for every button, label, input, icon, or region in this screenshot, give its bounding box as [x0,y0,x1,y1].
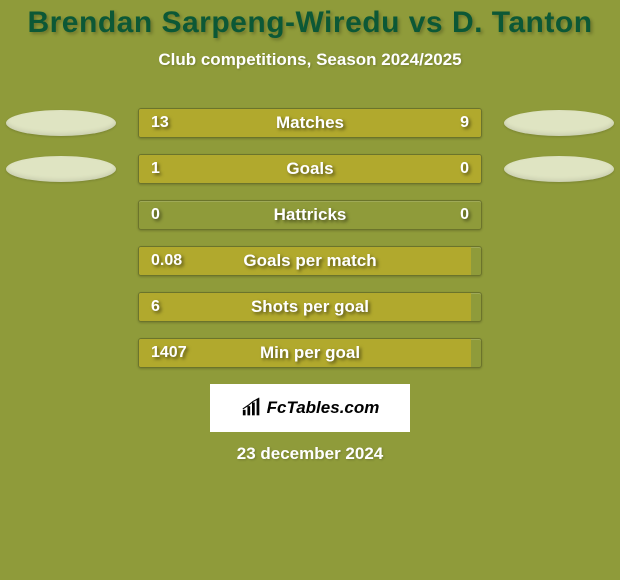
stat-label: Shots per goal [251,297,369,317]
stat-value-left: 13 [151,114,169,132]
player-right-ellipse [504,156,614,182]
stat-row: 6 Shots per goal [0,292,620,322]
stat-bar: 6 Shots per goal [138,292,482,322]
stat-value-left: 0 [151,206,160,224]
player-left-ellipse [6,156,116,182]
stat-value-left: 6 [151,298,160,316]
player-right-ellipse [504,110,614,136]
stat-bar: 0.08 Goals per match [138,246,482,276]
page-title: Brendan Sarpeng-Wiredu vs D. Tanton [0,6,620,40]
stat-label: Min per goal [260,343,360,363]
stats-list: 13 Matches 9 1 Goals 0 0 Hattricks 0 0.08 Goals pe… [0,108,620,368]
page-subtitle: Club competitions, Season 2024/2025 [0,50,620,70]
stat-bar: 13 Matches 9 [138,108,482,138]
stat-row: 0 Hattricks 0 [0,200,620,230]
chart-icon [241,397,263,419]
stat-label: Goals [286,159,333,179]
player-left-ellipse [6,110,116,136]
stat-row: 13 Matches 9 [0,108,620,138]
stat-row: 0.08 Goals per match [0,246,620,276]
comparison-infographic: Brendan Sarpeng-Wiredu vs D. Tanton Club… [0,0,620,580]
stat-value-right: 9 [460,114,469,132]
branding-text: FcTables.com [267,398,380,418]
stat-label: Goals per match [243,251,376,271]
stat-bar-left-fill [139,155,399,183]
branding-badge: FcTables.com [210,384,410,432]
footer-date: 23 december 2024 [0,444,620,464]
stat-bar: 0 Hattricks 0 [138,200,482,230]
stat-bar: 1407 Min per goal [138,338,482,368]
stat-value-left: 1 [151,160,160,178]
stat-row: 1407 Min per goal [0,338,620,368]
stat-label: Hattricks [274,205,347,225]
stat-value-right: 0 [460,206,469,224]
stat-value-left: 0.08 [151,252,182,270]
stat-bar: 1 Goals 0 [138,154,482,184]
stat-row: 1 Goals 0 [0,154,620,184]
stat-value-right: 0 [460,160,469,178]
stat-value-left: 1407 [151,344,187,362]
stat-label: Matches [276,113,344,133]
